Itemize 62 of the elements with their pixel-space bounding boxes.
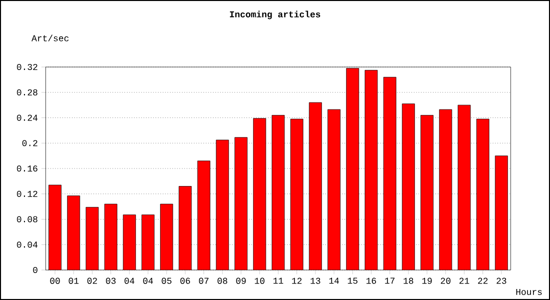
bar bbox=[86, 206, 99, 270]
bar bbox=[420, 115, 434, 270]
bar bbox=[234, 137, 248, 270]
bar bbox=[48, 184, 62, 270]
bar bbox=[494, 156, 508, 270]
bar bbox=[383, 76, 396, 270]
bar bbox=[272, 115, 285, 270]
bar bbox=[104, 204, 118, 270]
x-tick-label: 04 bbox=[143, 278, 153, 284]
x-tick-label: 11 bbox=[273, 278, 284, 284]
bar bbox=[402, 104, 415, 270]
x-tick-label: 03 bbox=[106, 278, 116, 284]
bar bbox=[197, 160, 210, 270]
bar bbox=[364, 70, 378, 270]
bar bbox=[142, 214, 154, 270]
chart-title: Incoming articles bbox=[230, 10, 320, 20]
y-tick-label: 0.2 bbox=[22, 140, 38, 146]
y-tick-label: 0.16 bbox=[16, 165, 38, 172]
bar bbox=[439, 109, 452, 270]
bar bbox=[122, 214, 136, 270]
x-tick-label: 09 bbox=[236, 278, 246, 284]
bar bbox=[178, 186, 192, 270]
x-tick-label: 01 bbox=[68, 278, 79, 284]
x-tick-label: 12 bbox=[292, 278, 302, 284]
y-tick-label: 0.28 bbox=[16, 89, 38, 96]
x-tick-label: 16 bbox=[366, 278, 376, 284]
x-tick-label: 20 bbox=[440, 278, 450, 284]
x-tick-label: 18 bbox=[404, 278, 414, 284]
y-tick-label: 0.12 bbox=[16, 190, 38, 197]
x-tick-label: 17 bbox=[385, 278, 394, 284]
bar bbox=[160, 204, 174, 270]
x-tick-label: 22 bbox=[478, 278, 488, 284]
bar bbox=[476, 118, 490, 270]
bar bbox=[216, 140, 229, 270]
x-tick-label: 15 bbox=[348, 278, 358, 284]
x-tick-label: 08 bbox=[218, 278, 228, 284]
bar bbox=[458, 104, 471, 270]
y-tick-label: 0.24 bbox=[16, 114, 38, 121]
bar bbox=[346, 68, 360, 270]
x-tick-label: 07 bbox=[198, 278, 208, 284]
x-tick-label: 02 bbox=[87, 278, 97, 284]
y-tick-label: 0 bbox=[33, 266, 38, 274]
x-tick-label: 05 bbox=[162, 278, 172, 284]
x-tick-label: 13 bbox=[310, 278, 320, 284]
y-tick-label: 0.08 bbox=[16, 216, 38, 222]
x-axis-title: Hours bbox=[516, 289, 542, 296]
x-tick-label: 06 bbox=[180, 278, 190, 284]
bar bbox=[67, 196, 80, 270]
y-tick-label: 0.04 bbox=[16, 242, 38, 248]
x-tick-label: 14 bbox=[329, 278, 339, 284]
bar bbox=[328, 109, 340, 270]
x-tick-label: 23 bbox=[496, 278, 506, 284]
bar bbox=[290, 118, 304, 270]
y-axis-title: Art/sec bbox=[32, 34, 69, 42]
y-tick-label: 0.32 bbox=[16, 64, 38, 70]
x-tick-label: 10 bbox=[254, 278, 264, 284]
bar bbox=[253, 118, 266, 270]
x-tick-label: 19 bbox=[422, 278, 432, 284]
bar bbox=[309, 102, 322, 270]
x-tick-label: 00 bbox=[50, 278, 60, 284]
x-tick-label: 04 bbox=[124, 278, 134, 284]
x-tick-label: 21 bbox=[459, 278, 470, 284]
